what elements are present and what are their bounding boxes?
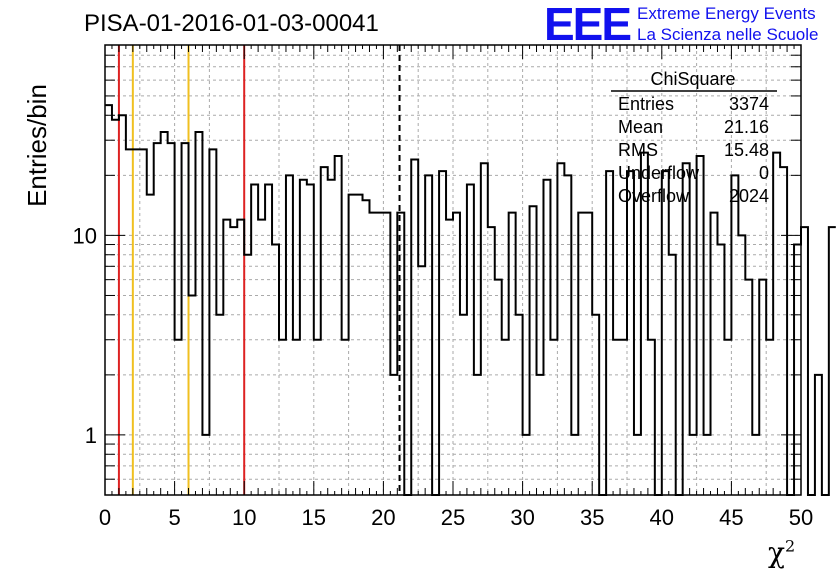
chart-title: PISA-01-2016-01-03-00041 [84, 10, 379, 37]
x-tick-label: 5 [168, 505, 180, 530]
x-tick-labels: 0 5 10 15 20 25 30 35 40 45 50 [99, 505, 813, 530]
stats-label: Entries [618, 94, 674, 114]
axis-ticks [104, 45, 802, 495]
x-axis-label: χ2 [768, 536, 796, 569]
vertical-markers [117, 45, 401, 495]
x-tick-label: 35 [580, 505, 604, 530]
stats-box: ChiSquare Entries 3374 Mean 21.16 RMS 15.48 Und… [611, 69, 777, 206]
stats-value: 0 [759, 163, 769, 183]
stats-value: 15.48 [724, 140, 769, 160]
histogram-series [105, 104, 836, 496]
stats-title: ChiSquare [650, 69, 735, 89]
stats-label: Underflow [618, 163, 700, 183]
x-tick-label: 25 [441, 505, 465, 530]
y-axis-label: Entries/bin [21, 84, 52, 207]
x-tick-label: 30 [510, 505, 534, 530]
stats-label: RMS [618, 140, 658, 160]
x-tick-label: 0 [99, 505, 111, 530]
stats-label: Overflow [618, 186, 690, 206]
y-tick-label: 1 [85, 423, 97, 448]
x-tick-label: 50 [789, 505, 813, 530]
x-tick-label: 45 [719, 505, 743, 530]
logo-line-1: Extreme Energy Events [637, 4, 816, 23]
stats-value: 2024 [729, 186, 769, 206]
x-tick-label: 20 [371, 505, 395, 530]
x-tick-label: 15 [302, 505, 326, 530]
x-tick-label: 40 [650, 505, 674, 530]
stats-value: 3374 [729, 94, 769, 114]
logo-line-2: La Scienza nelle Scuole [637, 25, 819, 44]
y-tick-label: 10 [73, 223, 97, 248]
y-tick-labels: 1 10 [73, 223, 97, 448]
eee-logo: EEE [544, 0, 632, 50]
stats-value: 21.16 [724, 117, 769, 137]
stats-label: Mean [618, 117, 663, 137]
x-tick-label: 10 [232, 505, 256, 530]
